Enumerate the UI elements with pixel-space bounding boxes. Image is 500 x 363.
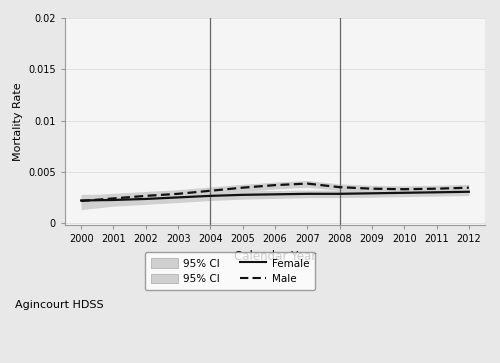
Legend: 95% CI, 95% CI, Female, Male: 95% CI, 95% CI, Female, Male xyxy=(145,252,316,290)
Y-axis label: Mortality Rate: Mortality Rate xyxy=(13,82,23,161)
X-axis label: Calendar Year: Calendar Year xyxy=(234,250,316,263)
Text: Agincourt HDSS: Agincourt HDSS xyxy=(15,300,104,310)
